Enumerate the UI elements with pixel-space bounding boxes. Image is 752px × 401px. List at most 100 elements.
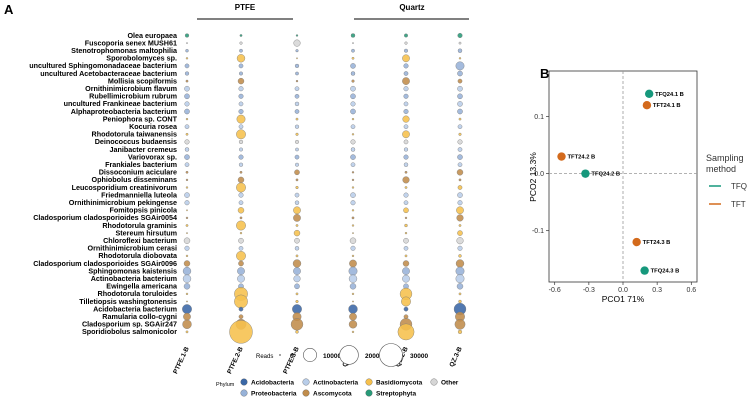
read-bubble [404,48,408,53]
read-bubble [403,86,409,92]
taxon-label: Fuscoporia senex MUSH61 [85,38,177,47]
read-bubble [457,124,463,129]
pco-point-label: TFQ24.3 B [651,269,680,275]
taxon-label: Sporidiobolus salmonicolor [82,327,177,336]
read-bubble [293,214,301,222]
phylum-legend-label: Streptophyta [376,390,416,397]
read-bubble [239,71,243,76]
read-bubble [184,147,190,152]
read-bubble [294,169,300,176]
read-bubble [184,139,190,145]
read-bubble [402,77,410,85]
read-bubble [182,319,192,329]
read-bubble [402,115,410,123]
read-bubble [293,39,301,47]
pco-point-label: TFT24.3 B [643,240,671,246]
read-bubble [403,101,409,107]
read-bubble [185,330,189,334]
read-bubble [458,299,462,304]
pco-legend-label: TFT [731,200,746,209]
read-bubble [350,124,356,129]
read-bubble [455,274,465,284]
read-bubble [239,170,243,174]
read-bubble [237,274,245,283]
read-bubble [457,101,463,107]
read-bubble [457,147,463,152]
read-bubble [239,147,243,152]
read-bubble [185,224,189,227]
read-bubble [238,139,244,144]
phylum-legend-label: Proteobacteria [251,390,297,397]
read-bubble [349,283,357,290]
read-bubble [350,200,356,206]
read-bubble [403,154,409,160]
read-bubble [295,132,299,136]
read-bubble [457,70,463,77]
read-bubble [237,77,245,85]
read-bubble [290,318,304,331]
read-bubble [456,206,464,215]
read-bubble [294,86,300,91]
pco-point [557,152,566,161]
read-bubble [294,63,300,68]
taxon-label: Janibacter cremeus [109,145,177,154]
read-bubble [404,33,408,38]
read-bubble [296,57,298,60]
read-bubble [352,232,354,234]
pco-x-axis-label: PCO1 71% [602,294,645,304]
read-bubble [456,169,464,176]
phylum-legend-swatch [302,378,310,386]
read-bubble [402,176,410,184]
read-bubble [236,54,246,63]
read-bubble [295,139,299,144]
taxon-label: Olea europaea [127,31,178,40]
read-bubble [183,260,191,267]
read-bubble [350,108,356,115]
taxon-label: Chloroflexi bacterium [103,236,177,245]
read-bubble [402,54,410,63]
pco-x-tick-label: -0.3 [583,287,595,294]
read-bubble [456,283,464,290]
taxon-label: Leucosporidium creatinivorum [72,183,177,192]
size-legend-circle [339,345,359,365]
read-bubble [348,266,358,276]
read-bubble [185,292,189,296]
bubble-grid [182,33,467,344]
read-bubble [457,200,463,206]
read-bubble [457,154,463,160]
read-bubble [295,178,299,182]
taxon-label: Cladosporium cladosporioides SGAir0096 [33,259,177,268]
read-bubble [237,267,245,275]
read-bubble [238,63,244,69]
read-bubble [295,162,299,167]
read-bubble [457,162,463,167]
read-bubble [236,182,246,193]
read-bubble [185,254,189,258]
read-bubble [351,48,355,53]
read-bubble [185,79,189,83]
read-bubble [183,283,191,290]
taxon-label: Cladosporium cladosporioides SGAir0054 [33,213,177,222]
pco-y-tick-label: -0.1 [532,228,544,235]
taxon-label: Stereum hirsutum [115,228,177,237]
read-bubble [457,78,463,84]
read-bubble [184,245,190,251]
read-bubble [457,245,463,251]
read-bubble [351,117,355,121]
read-bubble [295,147,299,152]
read-bubble [237,207,245,214]
read-bubble [403,192,409,198]
ptfe-group-label: PTFE [235,3,256,12]
phylum-legend-label: Acidobacteria [251,379,294,386]
read-bubble [351,254,355,258]
taxon-label: Rhodotorula graminis [102,221,177,230]
read-bubble [295,185,299,190]
read-bubble [182,304,192,314]
read-bubble [403,71,409,76]
pco-ticks: -0.6 -0.3 0.0 0.3 0.6 -0.1 0.0 0.1 [532,114,696,294]
read-bubble [238,108,244,114]
read-bubble [293,267,301,275]
read-bubble [401,296,411,307]
read-bubble [238,124,244,129]
